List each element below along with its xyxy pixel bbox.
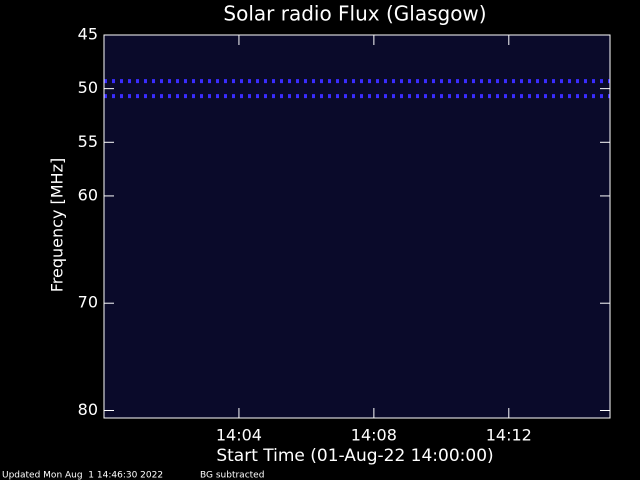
x-tick-label: 14:04 xyxy=(216,426,262,445)
footer-updated: Updated Mon Aug 1 14:46:30 2022 xyxy=(2,471,163,480)
y-tick-label: 50 xyxy=(78,78,98,97)
chart-title: Solar radio Flux (Glasgow) xyxy=(223,2,486,26)
x-tick-label: 14:08 xyxy=(351,426,397,445)
plot-frame xyxy=(103,34,611,419)
y-axis-label: Frequency [MHz] xyxy=(48,158,67,292)
y-tick-label: 45 xyxy=(78,25,98,44)
y-tick-label: 55 xyxy=(78,132,98,151)
x-axis-label: Start Time (01-Aug-22 14:00:00) xyxy=(216,446,493,466)
y-tick-label: 70 xyxy=(78,293,98,312)
x-tick-label: 14:12 xyxy=(486,426,532,445)
y-tick-label: 80 xyxy=(78,400,98,419)
spectrogram-background xyxy=(104,35,610,418)
y-tick-label: 60 xyxy=(78,185,98,204)
footer-note: BG subtracted xyxy=(200,471,264,480)
